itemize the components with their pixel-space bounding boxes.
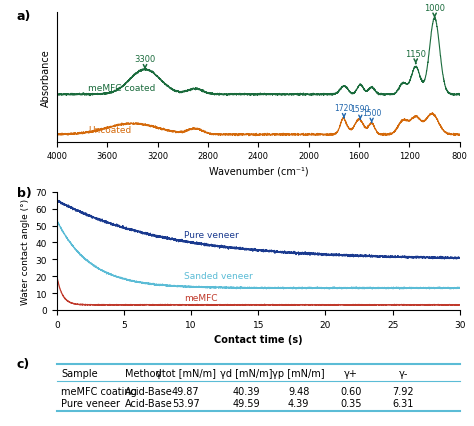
Text: 1000: 1000 bbox=[424, 4, 445, 18]
Y-axis label: Absorbance: Absorbance bbox=[41, 49, 51, 106]
Text: 0.35: 0.35 bbox=[340, 397, 362, 408]
Text: 1590: 1590 bbox=[351, 105, 370, 120]
Text: Uncoated: Uncoated bbox=[88, 126, 132, 135]
Text: Method: Method bbox=[125, 368, 162, 378]
Text: meMFC coating: meMFC coating bbox=[61, 386, 137, 396]
Text: Acid-Base: Acid-Base bbox=[125, 397, 173, 408]
Text: 6.31: 6.31 bbox=[392, 397, 414, 408]
Text: meMFC coated: meMFC coated bbox=[88, 83, 156, 92]
Text: γ+: γ+ bbox=[344, 368, 358, 378]
Text: γ-: γ- bbox=[399, 368, 408, 378]
Text: Sample: Sample bbox=[61, 368, 98, 378]
Text: Pure veneer: Pure veneer bbox=[184, 231, 239, 240]
Text: γd [mN/m]: γd [mN/m] bbox=[220, 368, 273, 378]
Text: γp [mN/m]: γp [mN/m] bbox=[272, 368, 325, 378]
X-axis label: Wavenumber (cm⁻¹): Wavenumber (cm⁻¹) bbox=[209, 167, 308, 176]
Text: 4.39: 4.39 bbox=[288, 397, 310, 408]
Text: 1500: 1500 bbox=[362, 108, 382, 123]
Text: 40.39: 40.39 bbox=[232, 386, 260, 396]
Text: 49.87: 49.87 bbox=[172, 386, 200, 396]
Text: γtot [mN/m]: γtot [mN/m] bbox=[156, 368, 216, 378]
Text: Sanded veneer: Sanded veneer bbox=[184, 271, 253, 280]
Text: 1150: 1150 bbox=[405, 49, 426, 64]
Text: 3300: 3300 bbox=[135, 55, 155, 70]
Text: meMFC: meMFC bbox=[184, 293, 218, 302]
Text: 9.48: 9.48 bbox=[288, 386, 310, 396]
Text: Pure veneer: Pure veneer bbox=[61, 397, 120, 408]
Y-axis label: Water contact angle (°): Water contact angle (°) bbox=[21, 199, 30, 304]
Text: 7.92: 7.92 bbox=[392, 386, 414, 396]
Text: Acid-Base: Acid-Base bbox=[125, 386, 173, 396]
Text: 53.97: 53.97 bbox=[172, 397, 200, 408]
Text: 0.60: 0.60 bbox=[340, 386, 362, 396]
Text: 49.59: 49.59 bbox=[232, 397, 260, 408]
Text: 1720: 1720 bbox=[334, 104, 354, 118]
Text: b): b) bbox=[17, 187, 31, 199]
Text: c): c) bbox=[17, 357, 30, 371]
X-axis label: Contact time (s): Contact time (s) bbox=[214, 334, 302, 344]
Text: a): a) bbox=[17, 10, 31, 23]
